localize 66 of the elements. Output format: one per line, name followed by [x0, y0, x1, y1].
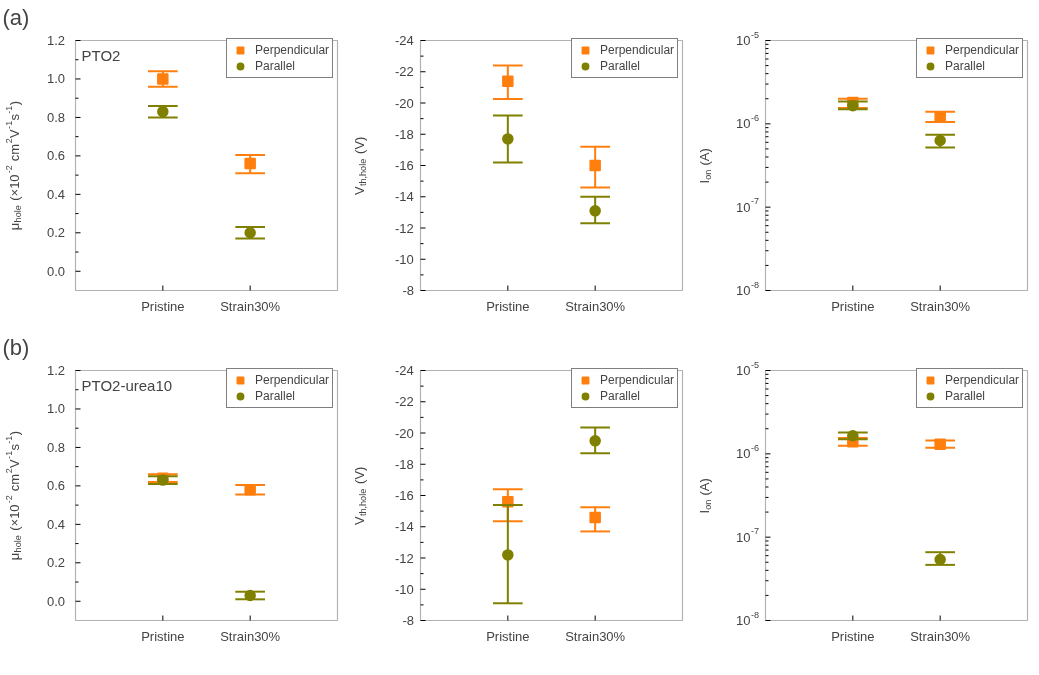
y-tick-label: -24: [394, 363, 414, 378]
legend-label: Parallel: [600, 388, 641, 404]
x-tick-label: Pristine: [486, 298, 530, 314]
legend-label: Parallel: [945, 388, 986, 404]
y-axis-title: Vth,hole (V): [352, 466, 369, 526]
y-tick-label: 0.4: [46, 516, 66, 532]
y-tick-label: -8: [402, 283, 415, 298]
y-tick-label: 0.6: [46, 478, 66, 494]
x-tick-label: Pristine: [831, 628, 875, 644]
x-tick-label: Strain30%: [910, 298, 971, 314]
legend-label: Perpendicular: [600, 372, 675, 388]
y-tick-label: -10: [394, 581, 414, 597]
y-tick-label: -12: [394, 550, 414, 566]
y-tick-label: -24: [394, 33, 414, 48]
legend-label: Parallel: [600, 58, 641, 74]
chart-title: (a): [2, 4, 30, 30]
x-tick-label: Strain30%: [565, 298, 626, 314]
x-tick-label: Pristine: [141, 298, 185, 314]
y-tick-label: 1.2: [46, 33, 66, 48]
y-tick-label: 1.0: [46, 401, 66, 417]
y-axis-title: Vth,hole (V): [352, 136, 369, 196]
x-tick-label: Pristine: [141, 628, 185, 644]
y-tick-label: 0.0: [46, 263, 66, 279]
text: μhole (×10-2 cm2V-1s-1): [3, 100, 24, 231]
x-tick-label: Strain30%: [910, 628, 971, 644]
legend-label: Perpendicular: [600, 42, 675, 58]
legend-label: Parallel: [945, 58, 986, 74]
annotation: PTO2: [81, 46, 121, 64]
y-tick-label: 0.0: [46, 593, 66, 609]
y-tick-label: -22: [394, 64, 414, 80]
legend-label: Perpendicular: [945, 372, 1020, 388]
legend-label: Perpendicular: [945, 42, 1020, 58]
annotation: PTO2-urea10: [81, 376, 173, 394]
chart-title: (b): [2, 334, 30, 360]
y-tick-label: 1.0: [46, 71, 66, 87]
y-tick-label: -12: [394, 220, 414, 236]
x-tick-label: Strain30%: [220, 628, 281, 644]
y-tick-label: -16: [394, 488, 414, 503]
x-tick-label: Strain30%: [220, 298, 281, 314]
x-tick-label: Strain30%: [565, 628, 626, 644]
y-tick-label: -20: [394, 95, 414, 111]
legend-label: Parallel: [255, 58, 296, 74]
y-tick-label: -20: [394, 425, 414, 441]
y-axis-title: Ion (A): [697, 148, 714, 184]
y-tick-label: 0.8: [46, 109, 66, 125]
y-axis-title: Ion (A): [697, 478, 714, 514]
y-tick-label: -22: [394, 394, 414, 410]
y-tick-label: 0.4: [46, 186, 66, 202]
legend-label: Perpendicular: [255, 42, 330, 58]
y-tick-label: -18: [394, 126, 414, 142]
y-tick-label: 0.6: [46, 148, 66, 164]
y-tick-label: -18: [394, 456, 414, 472]
y-tick-label: -14: [394, 189, 414, 205]
x-tick-label: Pristine: [486, 628, 530, 644]
y-tick-label: 0.2: [46, 555, 66, 571]
text: μhole (×10-2 cm2V-1s-1): [3, 430, 24, 561]
y-tick-label: -16: [394, 158, 414, 173]
y-tick-label: 0.2: [46, 225, 66, 241]
x-tick-label: Pristine: [831, 298, 875, 314]
legend-label: Perpendicular: [255, 372, 330, 388]
y-tick-label: -10: [394, 251, 414, 267]
y-tick-label: 0.8: [46, 439, 66, 455]
y-tick-label: -8: [402, 613, 415, 628]
y-tick-label: 1.2: [46, 363, 66, 378]
y-tick-label: -14: [394, 519, 414, 535]
legend-label: Parallel: [255, 388, 296, 404]
